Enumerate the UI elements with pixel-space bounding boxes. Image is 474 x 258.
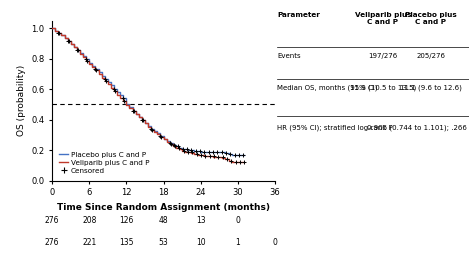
Text: 135: 135 [119,238,134,247]
Text: 53: 53 [159,238,168,247]
Text: Median OS, months (95% CI): Median OS, months (95% CI) [277,84,378,91]
Text: 11.9 (10.5 to 13.5): 11.9 (10.5 to 13.5) [350,84,416,91]
Text: Events: Events [277,53,301,59]
Text: 1: 1 [236,238,240,247]
Text: 0: 0 [236,216,240,225]
Text: Placebo plus
C and P: Placebo plus C and P [405,12,457,25]
Text: 221: 221 [82,238,96,247]
Text: 126: 126 [119,216,134,225]
Text: Parameter: Parameter [277,12,320,18]
X-axis label: Time Since Random Assignment (months): Time Since Random Assignment (months) [57,203,270,212]
Text: 197/276: 197/276 [368,53,398,59]
Text: 276: 276 [45,238,59,247]
Text: 11.1 (9.6 to 12.6): 11.1 (9.6 to 12.6) [400,84,462,91]
Legend: Placebo plus C and P, Veliparib plus C and P, Censored: Placebo plus C and P, Veliparib plus C a… [58,150,151,175]
Text: 276: 276 [45,216,59,225]
Text: 0: 0 [273,238,277,247]
Text: Veliparib plus
C and P: Veliparib plus C and P [355,12,411,25]
Text: 205/276: 205/276 [416,53,446,59]
Text: HR (95% CI); stratified log-rank P: HR (95% CI); stratified log-rank P [277,124,393,131]
Y-axis label: OS (probability): OS (probability) [17,65,26,136]
Text: 0.905 (0.744 to 1.101); .266: 0.905 (0.744 to 1.101); .266 [366,124,466,131]
Text: 10: 10 [196,238,205,247]
Text: 48: 48 [159,216,168,225]
Text: 208: 208 [82,216,96,225]
Text: 13: 13 [196,216,205,225]
